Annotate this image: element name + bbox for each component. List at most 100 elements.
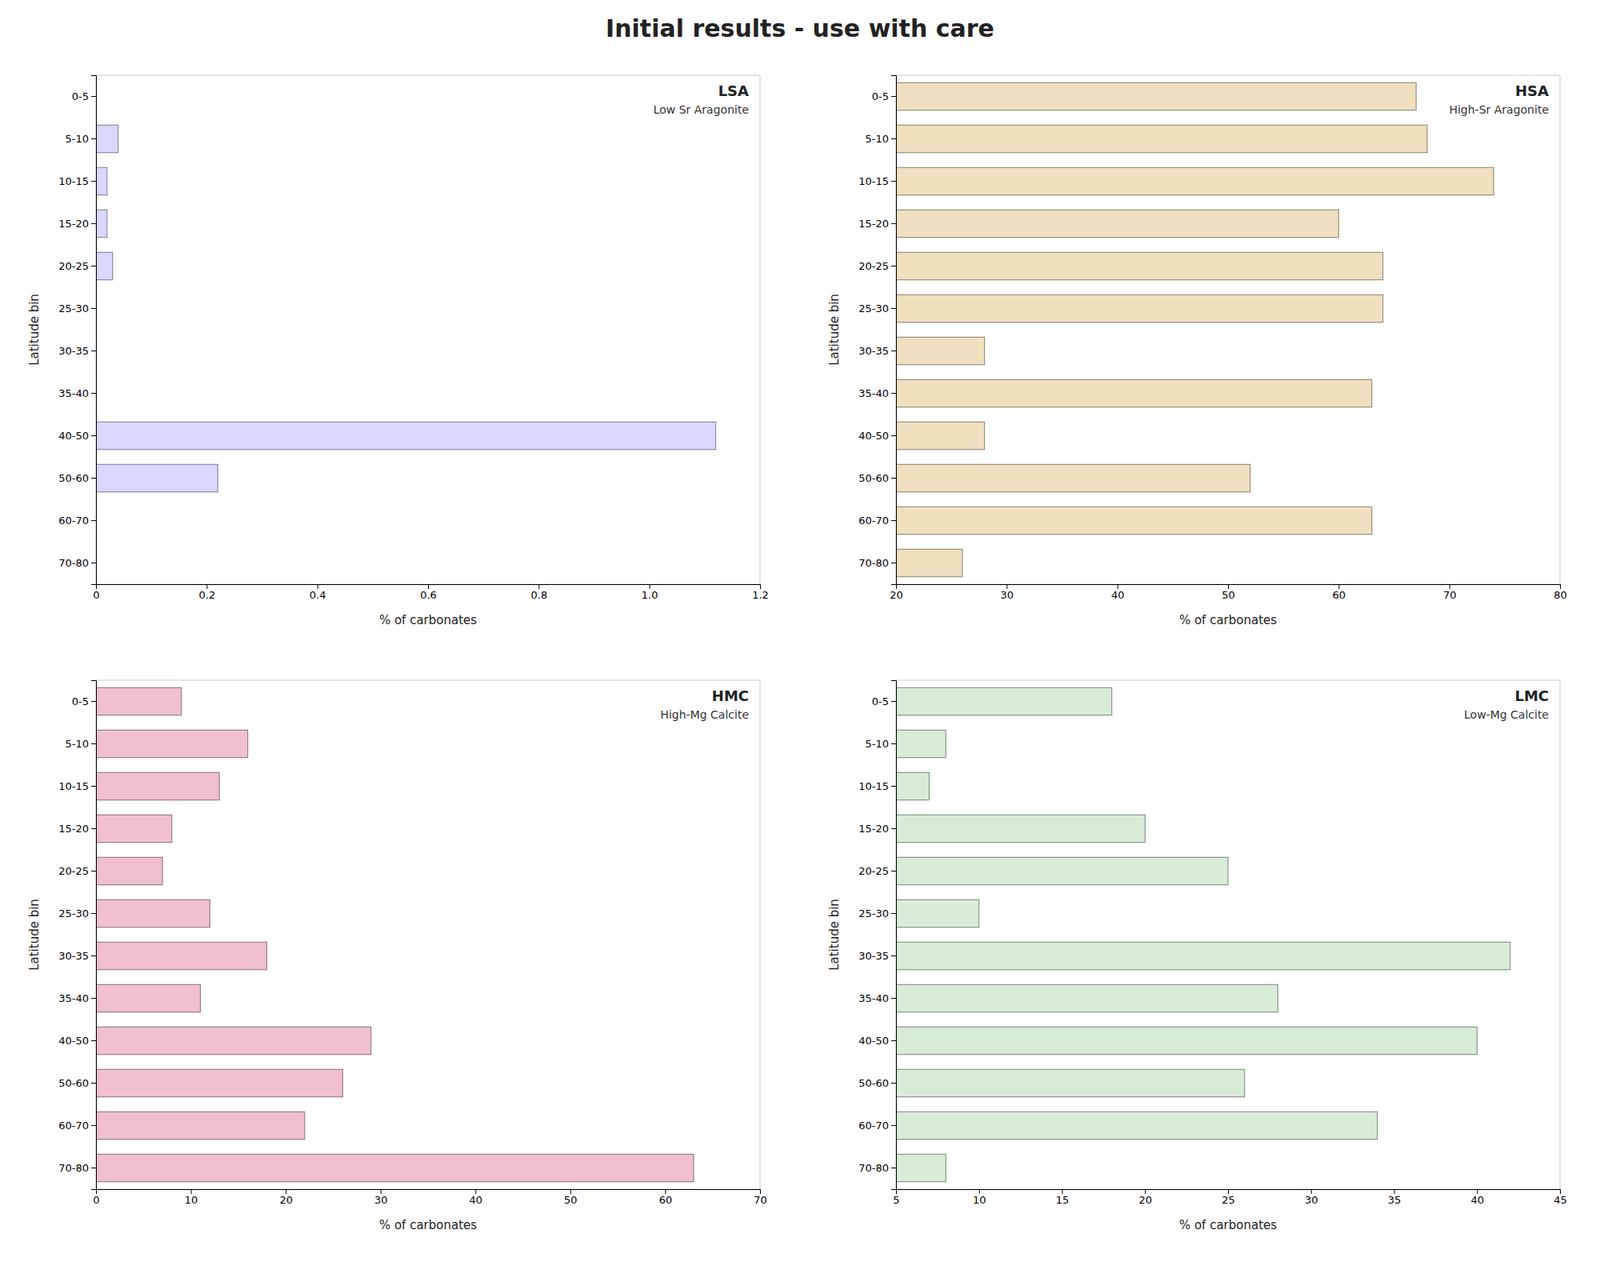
tick-mark xyxy=(1228,1188,1229,1194)
y-tick: 20-25 xyxy=(858,260,896,272)
tick-mark xyxy=(475,1188,476,1194)
y-axis-title: Latitude bin xyxy=(827,293,842,366)
tick-label: 5 xyxy=(892,1193,900,1206)
tick-mark xyxy=(891,308,896,309)
tick-mark xyxy=(91,997,96,999)
y-tick: 0-5 xyxy=(72,695,96,708)
bars xyxy=(896,687,1511,1181)
x-tick: 0.8 xyxy=(530,584,548,601)
tick-mark xyxy=(891,223,896,224)
y-axis: 0-55-1010-1515-2020-2525-3030-3535-4040-… xyxy=(858,76,896,585)
y-tick: 50-60 xyxy=(58,1076,96,1089)
y-tick: 10-15 xyxy=(858,780,896,792)
tick-label: 5-10 xyxy=(64,737,89,750)
bar xyxy=(896,464,1251,492)
tick-label: 0.2 xyxy=(198,588,216,601)
tick-mark xyxy=(891,520,896,521)
x-axis: 00.20.40.60.81.01.2 xyxy=(92,584,768,601)
tick-mark xyxy=(91,350,96,352)
tick-label: 35-40 xyxy=(58,387,89,400)
x-tick: 30 xyxy=(1000,584,1015,601)
tick-label: 0 xyxy=(92,588,100,601)
tick-mark xyxy=(91,180,96,182)
tick-mark xyxy=(91,828,96,829)
bar xyxy=(896,209,1339,237)
bar xyxy=(896,729,946,757)
tick-label: 5-10 xyxy=(864,132,889,145)
tick-mark xyxy=(891,96,896,97)
tick-label: 20-25 xyxy=(58,260,89,272)
y-tick: 60-70 xyxy=(858,514,896,527)
tick-label: 40-50 xyxy=(58,1034,89,1047)
tick-label: 15-20 xyxy=(58,822,89,835)
tick-mark xyxy=(91,223,96,224)
tick-label: 25 xyxy=(1221,1193,1236,1206)
panel: 00.20.40.60.81.01.20-55-1010-1515-2020-2… xyxy=(27,75,769,628)
y-tick: 40-50 xyxy=(58,429,96,442)
tick-mark xyxy=(664,1188,666,1194)
tick-label: 10 xyxy=(184,1193,199,1206)
y-tick: 70-80 xyxy=(858,556,896,569)
tick-label: 40-50 xyxy=(858,1034,889,1047)
tick-label: 0 xyxy=(92,1193,100,1206)
tick-label: 50 xyxy=(564,1193,578,1206)
tick-label: 20-25 xyxy=(58,864,89,877)
tick-label: 15-20 xyxy=(858,822,889,835)
x-tick: 60 xyxy=(659,1188,673,1206)
tick-mark xyxy=(91,96,96,97)
panel-subtitle: High-Sr Aragonite xyxy=(1448,103,1549,116)
y-tick: 20-25 xyxy=(58,864,96,877)
y-tick: 60-70 xyxy=(58,1119,96,1132)
tick-mark xyxy=(891,912,896,914)
tick-mark xyxy=(91,743,96,744)
y-tick: 40-50 xyxy=(58,1034,96,1047)
panel-subtitle: Low Sr Aragonite xyxy=(653,103,749,116)
tick-mark xyxy=(891,562,896,564)
x-tick: 5 xyxy=(892,1188,900,1206)
tick-label: 1.2 xyxy=(752,588,769,601)
tick-mark xyxy=(91,308,96,309)
tick-label: 80 xyxy=(1553,588,1568,601)
tick-label: 50-60 xyxy=(858,472,889,484)
bar xyxy=(96,1111,305,1139)
bar xyxy=(896,336,985,364)
bar xyxy=(96,856,163,884)
tick-mark xyxy=(891,1167,896,1168)
y-tick: 50-60 xyxy=(858,472,896,484)
tick-label: 20-25 xyxy=(858,260,889,272)
y-tick: 25-30 xyxy=(58,302,96,315)
y-tick: 70-80 xyxy=(858,1161,896,1174)
panel-title: HMC xyxy=(712,687,749,704)
axis-line xyxy=(896,584,1561,590)
x-axis: 20304050607080 xyxy=(889,584,1568,601)
tick-label: 60-70 xyxy=(858,514,889,527)
tick-label: 0-5 xyxy=(72,90,89,103)
x-tick: 50 xyxy=(564,1188,578,1206)
panel-title: LSA xyxy=(718,82,749,100)
y-tick: 15-20 xyxy=(858,822,896,835)
x-tick: 20 xyxy=(1138,1188,1152,1206)
panel-subtitle: Low-Mg Calcite xyxy=(1464,708,1549,721)
tick-mark xyxy=(91,912,96,914)
figure-title: Initial results - use with care xyxy=(605,14,995,43)
x-tick: 70 xyxy=(753,1188,768,1206)
tick-label: 10 xyxy=(972,1193,987,1206)
y-axis: 0-55-1010-1515-2020-2525-3030-3535-4040-… xyxy=(858,680,896,1190)
tick-label: 40-50 xyxy=(58,429,89,442)
x-axis-title: % of carbonates xyxy=(1179,1217,1277,1232)
bar xyxy=(896,814,1145,842)
tick-mark xyxy=(760,1188,761,1194)
x-tick: 1.2 xyxy=(752,584,769,601)
tick-label: 20 xyxy=(1138,1193,1152,1206)
tick-label: 50 xyxy=(1221,588,1236,601)
panel: 0102030405060700-55-1010-1515-2020-2525-… xyxy=(27,680,768,1232)
tick-label: 30 xyxy=(1304,1193,1319,1206)
tick-mark xyxy=(91,1040,96,1041)
tick-mark xyxy=(979,1188,980,1194)
tick-label: 70 xyxy=(753,1193,768,1206)
tick-mark xyxy=(206,584,208,589)
x-tick: 80 xyxy=(1553,584,1568,601)
bar xyxy=(896,1111,1378,1139)
y-tick: 15-20 xyxy=(58,217,96,230)
bar xyxy=(896,772,930,800)
